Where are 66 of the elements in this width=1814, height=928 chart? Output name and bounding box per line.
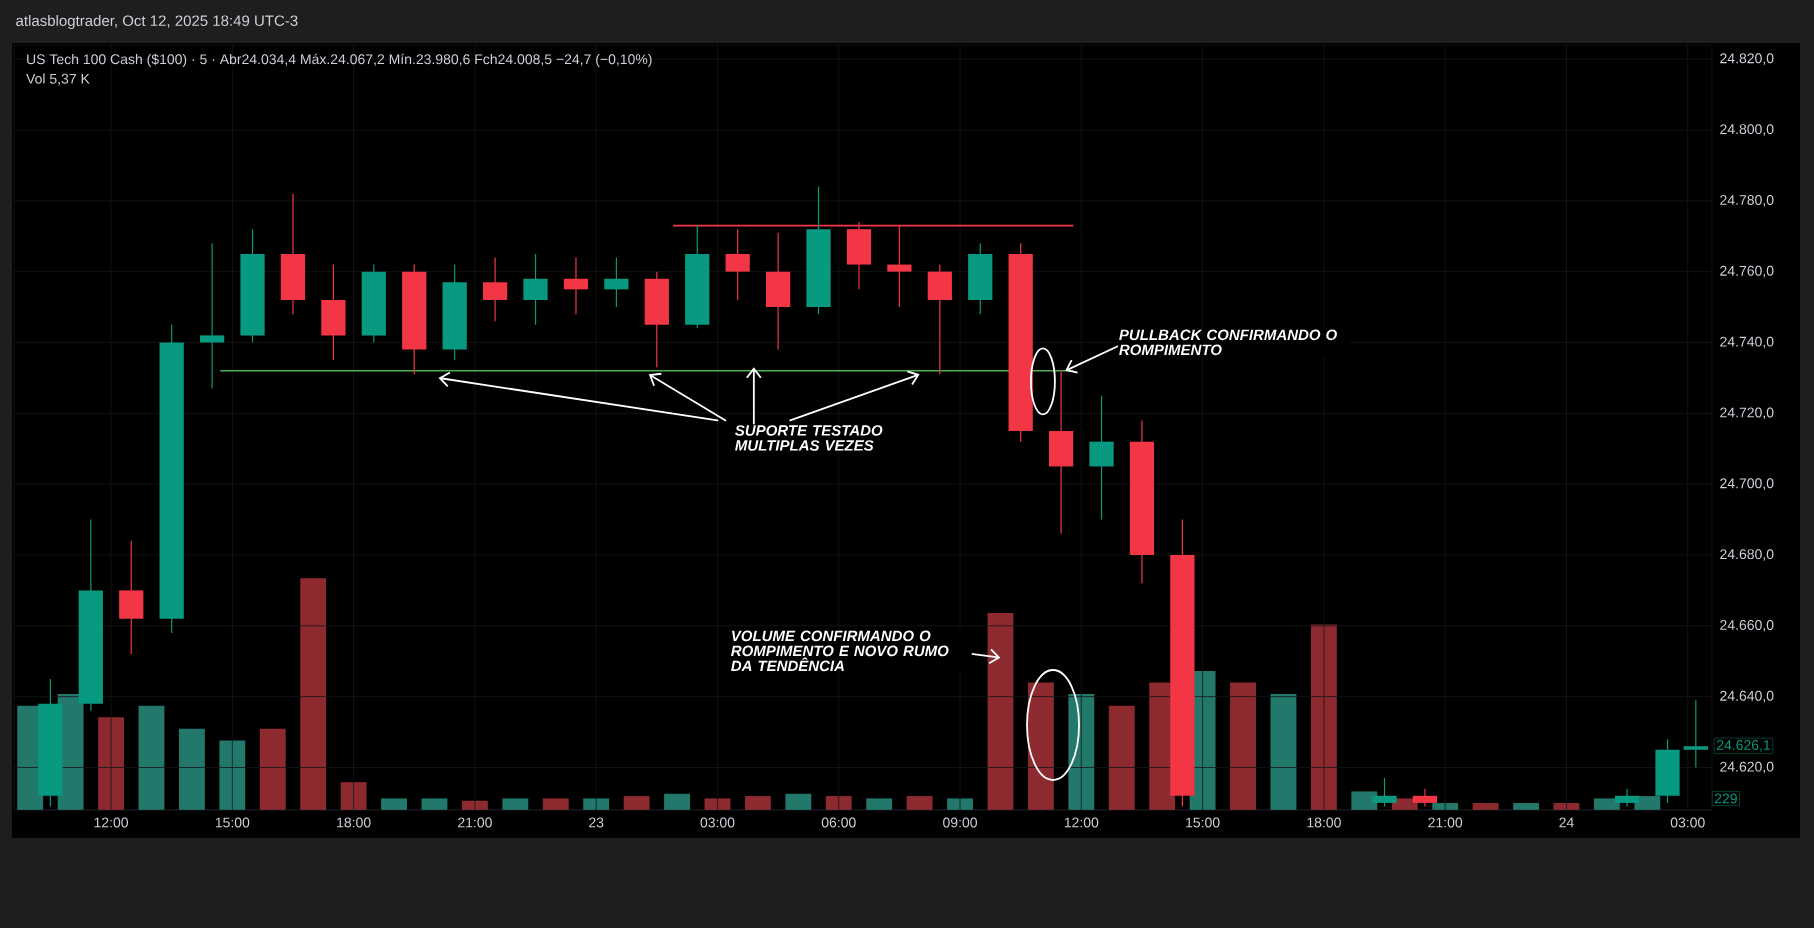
bar <box>1068 694 1095 810</box>
chart-subtitle: atlasblogtrader, Oct 12, 2025 18:49 UTC-3 <box>16 14 298 29</box>
bar <box>340 782 367 810</box>
annotation: Vol 5,37 K <box>26 73 90 86</box>
y-tick-label: 24.720,0 <box>1720 407 1774 420</box>
bar <box>219 740 246 810</box>
x-tick-label: 23 <box>589 817 604 828</box>
bar <box>906 796 933 810</box>
y-tick-label: 24.740,0 <box>1720 336 1774 349</box>
x-tick-label: 12:00 <box>94 817 129 828</box>
bar <box>1230 682 1256 810</box>
y-tick-label: 24.660,0 <box>1720 620 1774 632</box>
annotation: 24.626,1 <box>1716 740 1771 752</box>
bar <box>178 728 205 810</box>
y-tick-label: 24.620,0 <box>1720 761 1774 774</box>
x-tick-label: 15:00 <box>1186 817 1220 828</box>
y-tick-label: 24.760,0 <box>1720 265 1774 278</box>
x-tick-label: 21:00 <box>1428 817 1463 828</box>
bar <box>1310 624 1337 810</box>
x-tick-label: 03:00 <box>1670 817 1705 828</box>
x-tick-label: 18:00 <box>1307 817 1341 828</box>
candlestick <box>563 256 589 315</box>
annotation: PULLBACK CONFIRMANDO O ROMPIMENTO <box>1119 329 1337 356</box>
bar <box>987 612 1014 810</box>
y-tick-label: 24.680,0 <box>1720 549 1774 561</box>
candlestick <box>1614 788 1640 808</box>
y-tick-label: 24.640,0 <box>1720 690 1774 703</box>
text: 229 <box>1714 793 1737 804</box>
text: US Tech 100 Cash ($100) · 5 · Abr24.034,4 Máx.24.067,2 Mín.23.980,6 Fch24.008,5 −24,7 (−0,10%) <box>27 53 652 67</box>
bar <box>542 798 569 810</box>
bar <box>1108 705 1135 810</box>
bar <box>744 796 771 810</box>
candlestick <box>1683 699 1708 769</box>
bar <box>98 717 124 810</box>
annotation: VOLUME CONFIRMANDO O ROMPIMENTO E NOVO RUMO DA TENDÊNCIA <box>731 630 949 672</box>
bar <box>300 578 327 810</box>
bar <box>381 798 407 810</box>
y-tick-label: 24.820,0 <box>1720 53 1774 65</box>
annotation: SUPORTE TESTADO MULTIPLAS VEZES <box>735 425 883 451</box>
bar <box>1351 791 1378 810</box>
x-tick-label: 12:00 <box>1064 817 1099 828</box>
bar <box>421 798 448 810</box>
bar <box>502 798 529 810</box>
x-tick-label: 15:00 <box>215 817 250 828</box>
bar <box>259 728 286 810</box>
candlestick <box>1412 788 1438 808</box>
bar <box>1270 694 1297 810</box>
bar <box>138 705 165 810</box>
bar <box>825 796 852 810</box>
x-tick-label: 03:00 <box>700 817 735 828</box>
x-tick-label: 21:00 <box>458 817 492 828</box>
bar <box>583 798 610 810</box>
bar <box>785 793 812 810</box>
y-tick-label: 24.700,0 <box>1720 478 1774 490</box>
x-tick-label: 18:00 <box>337 817 371 828</box>
bar <box>623 796 650 810</box>
bar <box>866 798 893 810</box>
bar <box>664 793 690 810</box>
x-tick-label: 24 <box>1559 817 1574 828</box>
candlestick <box>1372 777 1397 808</box>
bar <box>1027 682 1054 810</box>
x-tick-label: 06:00 <box>821 817 856 828</box>
y-tick-label: 24.780,0 <box>1720 195 1774 207</box>
x-tick-label: 09:00 <box>943 817 977 828</box>
candlestick <box>199 242 225 390</box>
y-tick-label: 24.800,0 <box>1720 124 1774 136</box>
